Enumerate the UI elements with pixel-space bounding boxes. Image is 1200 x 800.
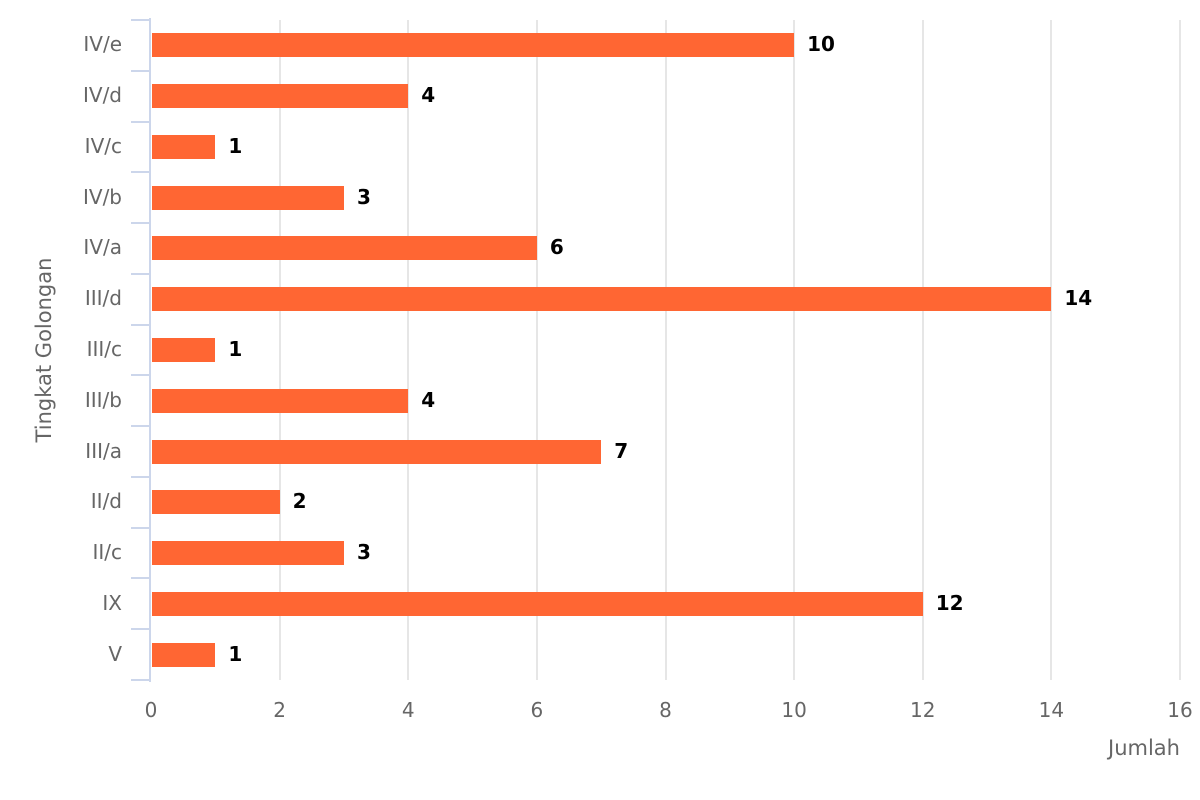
y-axis-title: Tingkat Golongan [32,257,56,443]
y-tick-mark [131,120,151,123]
data-label: 3 [356,540,371,565]
category-label: IV/d [82,83,122,108]
y-tick-mark [131,171,151,174]
y-tick-mark [131,272,151,275]
grid-line [407,20,410,680]
x-tick-label: 0 [144,698,158,722]
category-label: III/c [86,337,122,361]
data-label: 6 [549,235,564,260]
bar[interactable] [152,84,409,109]
bar[interactable] [152,642,216,667]
bar[interactable] [152,591,923,616]
data-label: 1 [228,337,243,361]
bar[interactable] [152,439,602,464]
grid-line [921,20,924,680]
category-label: V [108,641,122,666]
y-axis-line [149,18,151,682]
category-label: IV/b [82,184,122,209]
category-label: II/d [90,489,122,514]
x-tick-label: 4 [401,698,415,722]
bar[interactable] [152,33,795,58]
y-tick-mark [131,323,151,326]
data-label: 7 [614,438,629,463]
category-label: IV/a [83,235,122,260]
x-tick-label: 2 [273,698,286,722]
x-axis-title: Jumlah [1108,736,1180,760]
y-tick-mark [131,679,151,681]
y-tick-mark [131,374,151,377]
bar[interactable] [152,185,344,210]
category-label: IV/e [83,32,122,57]
y-tick-mark [131,425,151,428]
bar[interactable] [152,388,409,413]
bar[interactable] [152,338,216,362]
bar[interactable] [152,287,1052,312]
y-tick-mark [131,69,151,72]
data-label: 14 [1064,286,1093,311]
y-tick-mark [131,475,151,478]
category-label: IV/c [84,133,122,158]
data-label: 1 [228,133,243,158]
grid-line [664,20,667,680]
bar[interactable] [152,541,344,566]
data-label: 10 [807,32,835,57]
grid-line [793,20,796,680]
grid-line [278,20,281,680]
category-label: III/a [85,438,122,463]
data-label: 2 [292,489,307,514]
x-tick-label: 6 [530,698,544,722]
bar[interactable] [152,236,537,261]
y-tick-mark [131,628,151,631]
x-tick-label: 12 [910,698,936,722]
x-tick-label: 14 [1038,698,1065,722]
x-tick-label: 8 [659,698,672,722]
category-label: III/b [84,387,122,412]
y-tick-mark [131,222,151,225]
grid-line [1050,20,1053,680]
bar[interactable] [152,134,216,159]
category-label: II/c [92,540,122,565]
y-tick-mark [131,577,151,580]
data-label: 12 [935,590,964,615]
y-tick-mark [131,526,151,529]
x-tick-label: 16 [1167,698,1193,722]
y-tick-mark [131,19,151,21]
category-label: III/d [84,286,122,311]
x-tick-label: 10 [781,698,807,722]
data-label: 4 [421,387,436,412]
data-label: 4 [421,83,436,108]
data-label: 1 [228,641,243,666]
category-label: IX [102,590,122,615]
bar[interactable] [152,490,280,515]
data-label: 3 [356,184,371,209]
grid-line [1179,20,1181,680]
grid-line [535,20,538,680]
